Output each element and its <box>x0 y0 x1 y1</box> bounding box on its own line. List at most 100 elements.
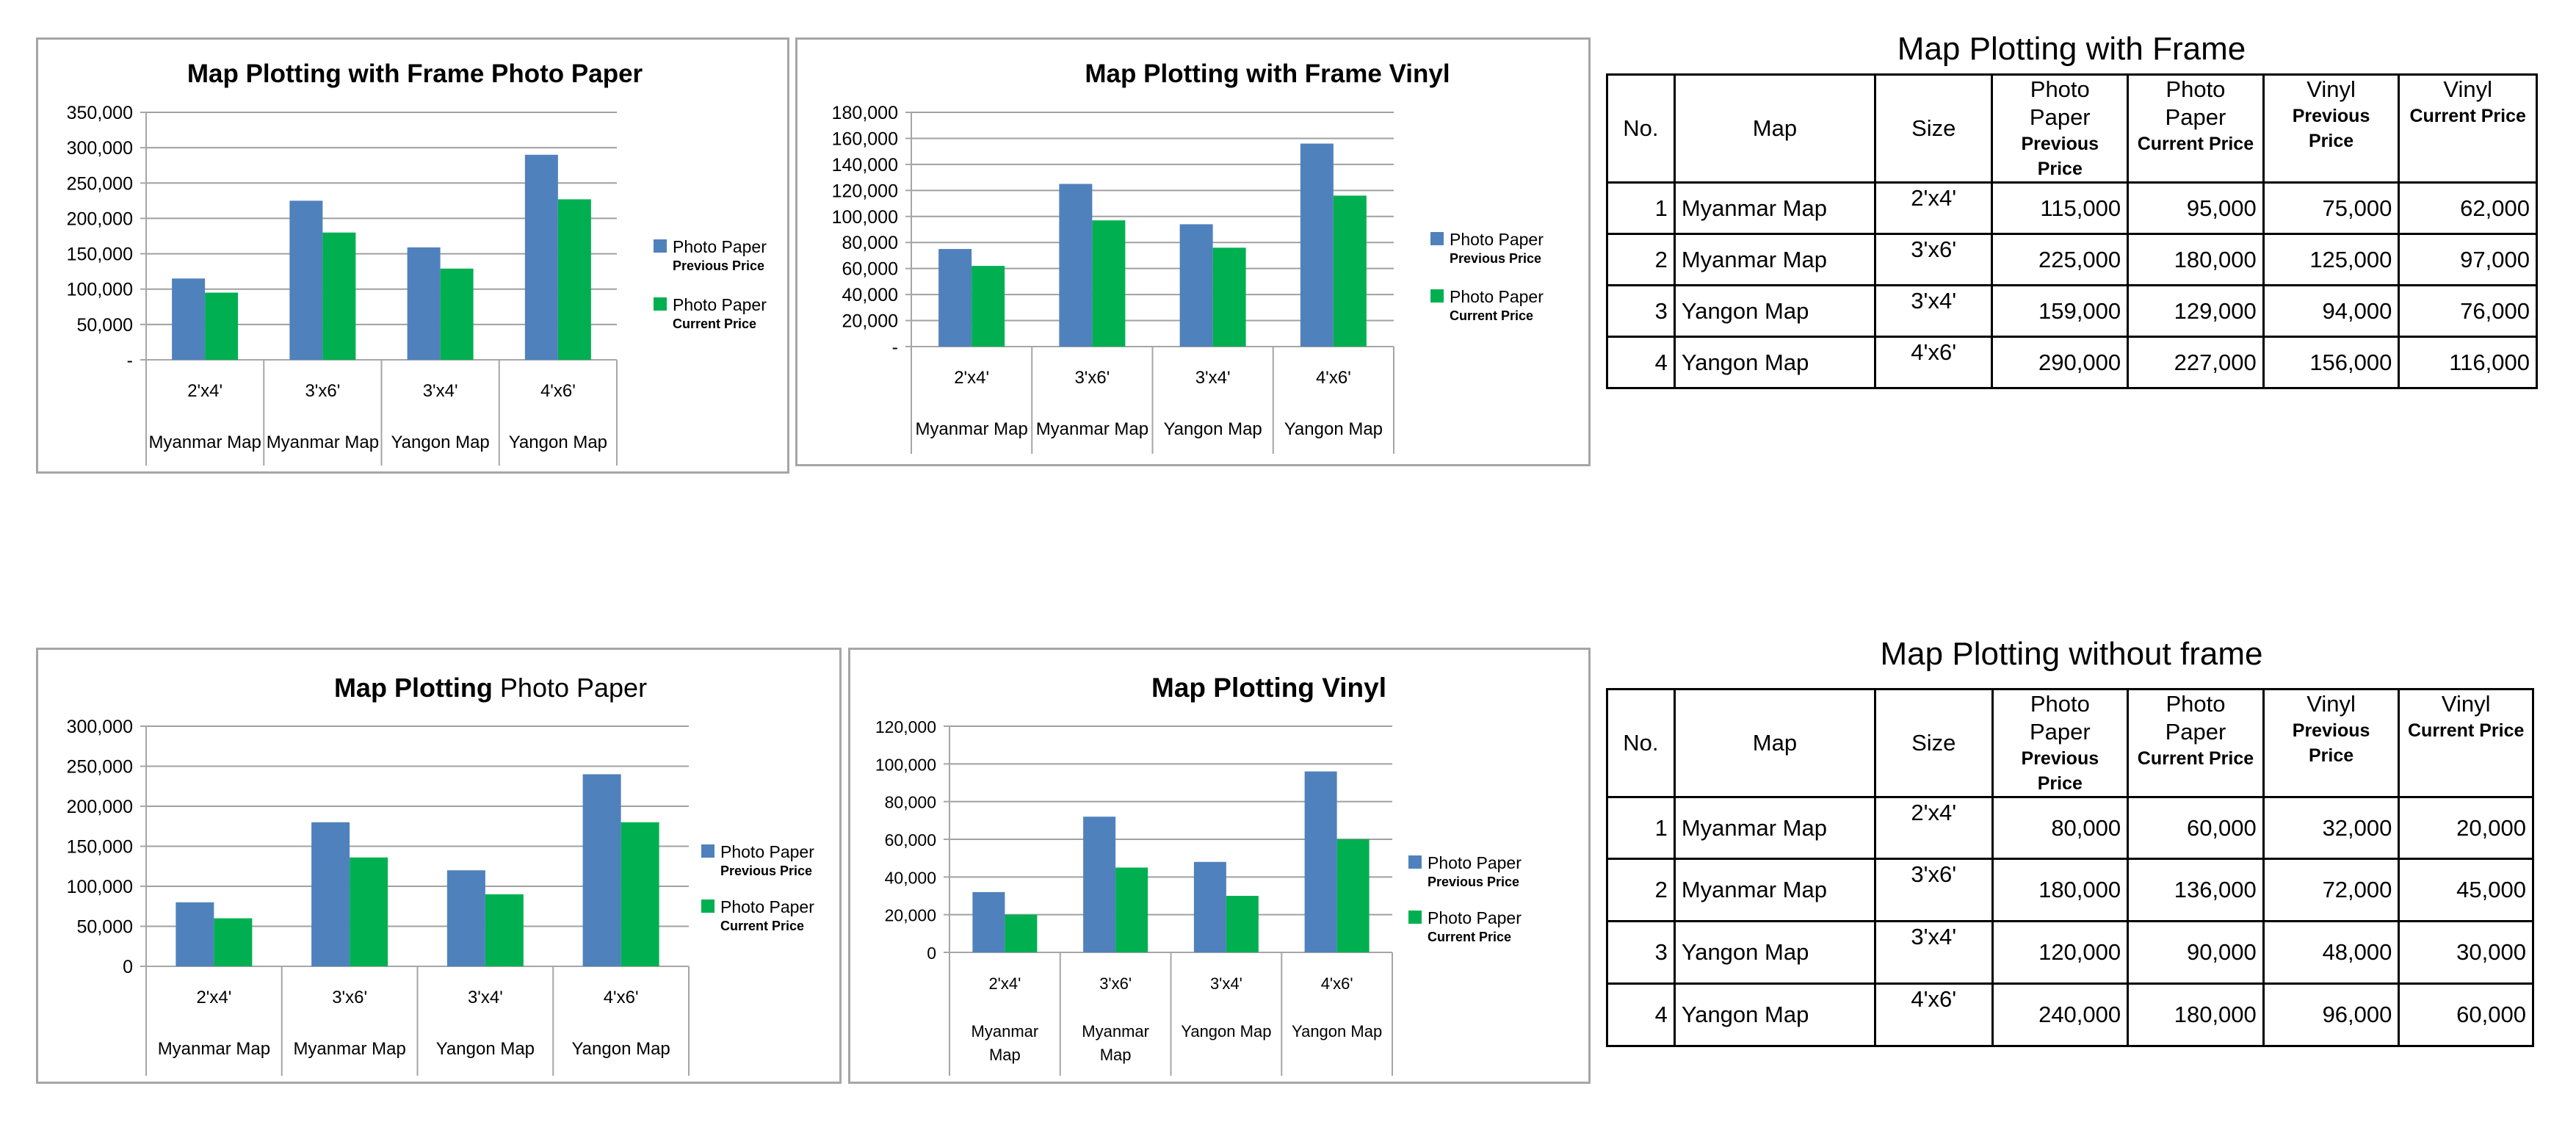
legend-label-0: Photo Paper <box>1450 230 1544 249</box>
cell-map: Yangon Map <box>1673 284 1876 338</box>
cell-v-cur: 30,000 <box>2398 920 2534 985</box>
cell-no: 1 <box>1606 181 1676 235</box>
x-group-label: Yangon Map <box>571 1039 670 1059</box>
y-tick-label: 100,000 <box>67 280 133 300</box>
table-row: 3 Yangon Map 3'x4' 159,000 129,000 94,00… <box>1606 284 2538 338</box>
table-header-row: No. Map Size Photo Paper Previous Price P… <box>1606 688 2534 798</box>
bar-current-2 <box>1212 247 1246 347</box>
table-row: 4 Yangon Map 4'x6' 240,000 180,000 96,00… <box>1606 982 2534 1047</box>
cell-v-cur: 60,000 <box>2398 982 2534 1047</box>
table-title-without-frame: Map Plotting without frame <box>1880 636 2263 672</box>
x-category-label: 3'x4' <box>468 988 503 1007</box>
cell-pp-cur: 90,000 <box>2127 920 2265 985</box>
legend-swatch-1 <box>701 900 714 913</box>
chart-title: Map Plotting with Frame Vinyl <box>1085 59 1450 88</box>
x-group-label-line: Myanmar <box>972 1022 1039 1040</box>
x-group-label: Myanmar Map <box>1082 1022 1149 1064</box>
x-category-label: 3'x6' <box>305 381 340 401</box>
header-top-text: Vinyl <box>2443 76 2492 102</box>
legend-swatch-0 <box>701 844 714 858</box>
x-group-label: Yangon Map <box>391 432 489 452</box>
x-group-label: Yangon Map <box>1181 1022 1271 1040</box>
y-tick-label: 40,000 <box>885 868 936 887</box>
x-group-label-line: Map <box>989 1046 1021 1064</box>
legend-swatch-1 <box>1430 289 1444 303</box>
header-sub-text: Current Price <box>2409 106 2526 126</box>
y-tick-label: 300,000 <box>67 717 133 737</box>
x-category-label: 3'x4' <box>1210 974 1242 993</box>
bar-previous-2 <box>407 247 441 360</box>
cell-map: Yangon Map <box>1673 982 1877 1047</box>
bar-current-0 <box>205 292 239 360</box>
bar-current-3 <box>621 822 659 966</box>
chart-title-part-0: Map Plotting Vinyl <box>1151 673 1386 703</box>
x-group-label-line: Myanmar <box>1082 1022 1149 1040</box>
x-group-label: Myanmar Map <box>1036 419 1148 439</box>
y-tick-label: 200,000 <box>67 797 133 817</box>
table-row: 1 Myanmar Map 2'x4' 115,000 95,000 75,00… <box>1606 181 2538 235</box>
cell-pp-prev: 115,000 <box>1991 181 2130 235</box>
cell-pp-prev: 290,000 <box>1991 336 2130 389</box>
cell-map: Yangon Map <box>1673 336 1876 389</box>
x-category-label: 3'x6' <box>1074 368 1110 388</box>
chart-svg: Map Plotting Photo Paper 0 50,000 100,000 15… <box>67 673 814 1076</box>
cell-pp-cur: 60,000 <box>2127 796 2265 860</box>
chart-title-part-0: Map Plotting with Frame Vinyl <box>1085 59 1450 88</box>
bar-previous-1 <box>289 200 323 360</box>
cell-v-cur: 62,000 <box>2398 181 2538 235</box>
bar-previous-1 <box>1083 817 1116 952</box>
y-tick-label: 350,000 <box>67 103 133 123</box>
bar-previous-3 <box>1304 771 1337 952</box>
cell-pp-prev: 159,000 <box>1991 284 2130 338</box>
y-tick-label: 120,000 <box>875 717 936 736</box>
y-tick-label: 150,000 <box>67 245 133 265</box>
cell-size: 4'x6' <box>1873 336 1994 389</box>
y-tick-label: 50,000 <box>77 917 133 938</box>
header-no: No. <box>1606 688 1676 798</box>
bar-previous-2 <box>446 870 485 966</box>
header-size: Size <box>1874 688 1994 798</box>
bar-current-3 <box>557 199 591 360</box>
legend-swatch-0 <box>1408 855 1422 869</box>
cell-size: 2'x4' <box>1873 181 1994 235</box>
legend-sublabel-1: Current Price <box>1450 308 1533 323</box>
y-tick-label: 0 <box>927 944 936 963</box>
y-tick-label: 150,000 <box>67 837 133 858</box>
cell-size: 3'x6' <box>1874 858 1994 922</box>
cell-pp-cur: 136,000 <box>2127 858 2265 922</box>
x-group-label-line: Map <box>1100 1046 1132 1064</box>
legend-swatch-1 <box>1408 911 1422 924</box>
header-sub-text: Previous Price <box>2021 748 2099 794</box>
header-map: Map <box>1673 73 1876 184</box>
x-group-label: Myanmar Map <box>148 432 261 452</box>
legend-label-1: Photo Paper <box>1428 908 1522 927</box>
chart-title-part-1: Photo Paper <box>500 673 647 703</box>
header-vinyl-current: Vinyl Current Price <box>2398 688 2534 798</box>
y-tick-label: 80,000 <box>885 793 936 812</box>
legend-label-0: Photo Paper <box>720 842 814 861</box>
cell-v-prev: 48,000 <box>2262 920 2400 985</box>
legend-swatch-0 <box>654 239 667 253</box>
x-group-label: Myanmar Map <box>972 1022 1039 1064</box>
table-row: 2 Myanmar Map 3'x6' 225,000 180,000 125,… <box>1606 233 2538 286</box>
y-tick-label: 20,000 <box>842 311 898 332</box>
cell-v-prev: 75,000 <box>2262 181 2400 235</box>
bar-previous-0 <box>972 891 1005 952</box>
cell-no: 3 <box>1606 284 1676 338</box>
cell-pp-cur: 95,000 <box>2127 181 2265 235</box>
cell-v-prev: 156,000 <box>2262 336 2400 389</box>
header-sub-text: Current Price <box>2408 720 2525 741</box>
cell-no: 4 <box>1606 982 1676 1047</box>
chart-vinyl: Map Plotting Vinyl 0 20,000 40,000 60,000 80,… <box>848 648 1591 1084</box>
bar-previous-3 <box>582 774 621 966</box>
legend-sublabel-0: Previous Price <box>1428 875 1519 889</box>
bar-current-1 <box>1115 867 1148 952</box>
y-tick-label: 50,000 <box>77 315 133 336</box>
y-tick-label: 80,000 <box>842 233 898 253</box>
cell-size: 3'x4' <box>1873 284 1994 338</box>
header-sub-text: Current Price <box>2137 134 2254 154</box>
table-row: 1 Myanmar Map 2'x4' 80,000 60,000 32,000… <box>1606 796 2534 860</box>
bar-previous-3 <box>524 154 558 360</box>
header-top-text: Vinyl <box>2307 76 2356 102</box>
y-tick-label: 60,000 <box>885 830 936 850</box>
